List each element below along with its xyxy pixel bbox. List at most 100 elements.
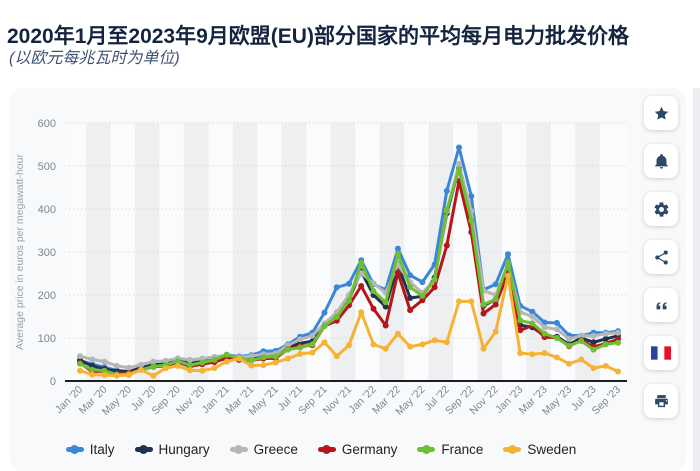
data-point[interactable]	[492, 281, 499, 288]
data-point[interactable]	[77, 353, 83, 360]
language-button[interactable]	[644, 336, 678, 370]
data-point[interactable]	[321, 339, 328, 346]
data-point[interactable]	[443, 206, 450, 213]
data-point[interactable]	[248, 362, 255, 369]
data-point[interactable]	[468, 217, 475, 224]
data-point[interactable]	[443, 339, 450, 346]
data-point[interactable]	[541, 330, 548, 337]
data-point[interactable]	[517, 350, 524, 357]
data-point[interactable]	[431, 276, 438, 283]
data-point[interactable]	[358, 283, 365, 289]
legend-item-germany[interactable]: Germany	[317, 442, 397, 457]
data-point[interactable]	[260, 354, 267, 361]
data-point[interactable]	[174, 362, 181, 369]
data-point[interactable]	[456, 298, 462, 305]
data-point[interactable]	[358, 259, 365, 266]
data-point[interactable]	[272, 359, 279, 366]
data-point[interactable]	[480, 301, 487, 308]
data-point[interactable]	[321, 309, 328, 316]
data-point[interactable]	[431, 337, 438, 344]
data-point[interactable]	[382, 322, 389, 329]
data-point[interactable]	[480, 310, 487, 317]
data-point[interactable]	[297, 336, 304, 343]
data-point[interactable]	[346, 342, 352, 349]
data-point[interactable]	[101, 367, 108, 374]
data-point[interactable]	[419, 279, 426, 286]
data-point[interactable]	[407, 343, 414, 350]
data-point[interactable]	[456, 144, 462, 151]
data-point[interactable]	[407, 295, 414, 301]
data-point[interactable]	[187, 356, 193, 363]
data-point[interactable]	[113, 362, 120, 369]
data-point[interactable]	[468, 298, 475, 305]
data-point[interactable]	[382, 299, 389, 306]
data-point[interactable]	[382, 303, 389, 310]
data-point[interactable]	[590, 365, 597, 372]
data-point[interactable]	[333, 353, 340, 360]
data-point[interactable]	[125, 372, 132, 378]
data-point[interactable]	[248, 353, 255, 360]
data-point[interactable]	[578, 356, 585, 363]
data-point[interactable]	[517, 317, 524, 324]
data-point[interactable]	[284, 346, 291, 353]
data-point[interactable]	[529, 308, 536, 315]
data-point[interactable]	[89, 356, 96, 363]
data-point[interactable]	[248, 357, 255, 364]
data-point[interactable]	[174, 358, 181, 365]
data-point[interactable]	[138, 361, 145, 368]
data-point[interactable]	[456, 160, 462, 167]
data-point[interactable]	[199, 359, 206, 366]
favorite-button[interactable]	[644, 96, 678, 130]
data-point[interactable]	[578, 338, 585, 344]
data-point[interactable]	[113, 372, 120, 379]
data-point[interactable]	[529, 320, 536, 327]
data-point[interactable]	[394, 269, 401, 276]
notification-button[interactable]	[644, 144, 678, 178]
data-point[interactable]	[150, 372, 157, 379]
data-point[interactable]	[394, 245, 401, 252]
data-point[interactable]	[529, 351, 536, 358]
data-point[interactable]	[77, 367, 83, 374]
data-point[interactable]	[346, 280, 352, 287]
data-point[interactable]	[468, 193, 475, 200]
data-point[interactable]	[236, 355, 242, 362]
data-point[interactable]	[89, 371, 96, 378]
legend-item-france[interactable]: France	[417, 442, 483, 457]
data-point[interactable]	[394, 330, 401, 337]
data-point[interactable]	[150, 363, 157, 370]
data-point[interactable]	[211, 365, 218, 372]
data-point[interactable]	[150, 358, 157, 365]
data-point[interactable]	[309, 349, 316, 356]
data-point[interactable]	[553, 335, 560, 341]
legend-item-greece[interactable]: Greece	[229, 442, 298, 457]
data-point[interactable]	[505, 259, 511, 266]
data-point[interactable]	[419, 297, 426, 304]
data-point[interactable]	[309, 341, 316, 348]
data-point[interactable]	[492, 301, 499, 308]
share-button[interactable]	[644, 240, 678, 274]
data-point[interactable]	[443, 187, 450, 194]
data-point[interactable]	[602, 330, 609, 337]
data-point[interactable]	[615, 339, 621, 346]
data-point[interactable]	[370, 305, 377, 312]
legend-item-hungary[interactable]: Hungary	[134, 442, 210, 457]
data-point[interactable]	[199, 367, 206, 374]
data-point[interactable]	[553, 319, 560, 326]
data-point[interactable]	[272, 353, 279, 360]
data-point[interactable]	[101, 372, 108, 378]
data-point[interactable]	[578, 332, 585, 339]
data-point[interactable]	[590, 332, 597, 339]
data-point[interactable]	[407, 307, 414, 314]
data-point[interactable]	[211, 356, 218, 363]
data-point[interactable]	[333, 313, 340, 320]
data-point[interactable]	[370, 288, 377, 295]
data-point[interactable]	[602, 341, 609, 348]
data-point[interactable]	[297, 350, 304, 357]
data-point[interactable]	[505, 251, 511, 258]
data-point[interactable]	[284, 355, 291, 362]
data-point[interactable]	[615, 329, 621, 336]
data-point[interactable]	[566, 335, 573, 342]
data-point[interactable]	[187, 367, 193, 374]
data-point[interactable]	[419, 341, 426, 348]
